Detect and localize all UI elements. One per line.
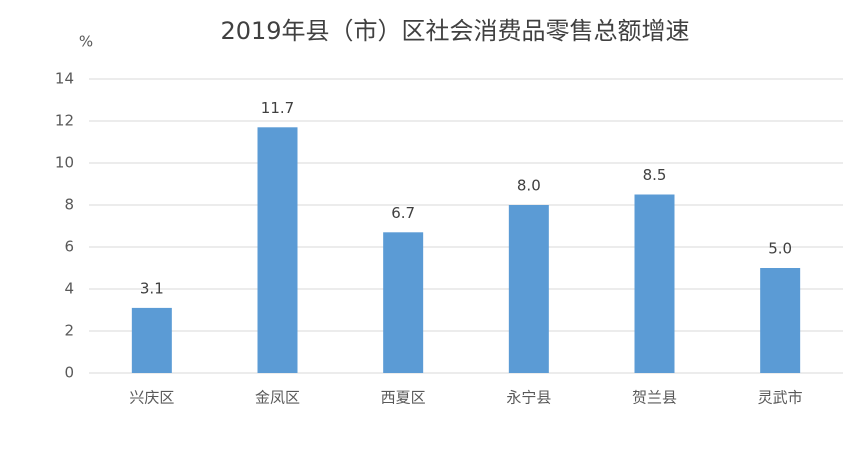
x-tick-label: 西夏区 (381, 389, 426, 407)
bar (383, 232, 424, 373)
y-tick-label: 8 (64, 196, 74, 214)
data-label: 5.0 (768, 240, 792, 258)
bar (131, 307, 172, 373)
bar (257, 127, 298, 373)
data-label: 11.7 (261, 99, 294, 117)
data-label: 6.7 (391, 204, 415, 222)
y-tick-label: 10 (55, 154, 74, 172)
y-tick-label: 14 (55, 70, 74, 88)
x-tick-label: 灵武市 (758, 389, 803, 407)
chart-title: 2019年县（市）区社会消费品零售总额增速 (220, 17, 689, 45)
y-tick-label: 6 (64, 238, 74, 256)
bar (634, 194, 675, 373)
y-tick-label: 4 (64, 280, 74, 298)
data-label: 8.0 (517, 177, 541, 195)
y-axis-unit: % (79, 33, 93, 51)
x-tick-label: 贺兰县 (632, 389, 677, 407)
data-label: 8.5 (643, 166, 667, 184)
x-tick-label: 永宁县 (506, 389, 551, 407)
bar (760, 268, 801, 373)
x-tick-label: 金凤区 (255, 389, 300, 407)
data-label: 3.1 (140, 279, 164, 297)
y-tick-label: 0 (64, 364, 74, 382)
x-tick-label: 兴庆区 (129, 389, 174, 407)
bar (508, 205, 549, 373)
y-tick-label: 12 (55, 112, 74, 130)
y-tick-label: 2 (64, 322, 74, 340)
